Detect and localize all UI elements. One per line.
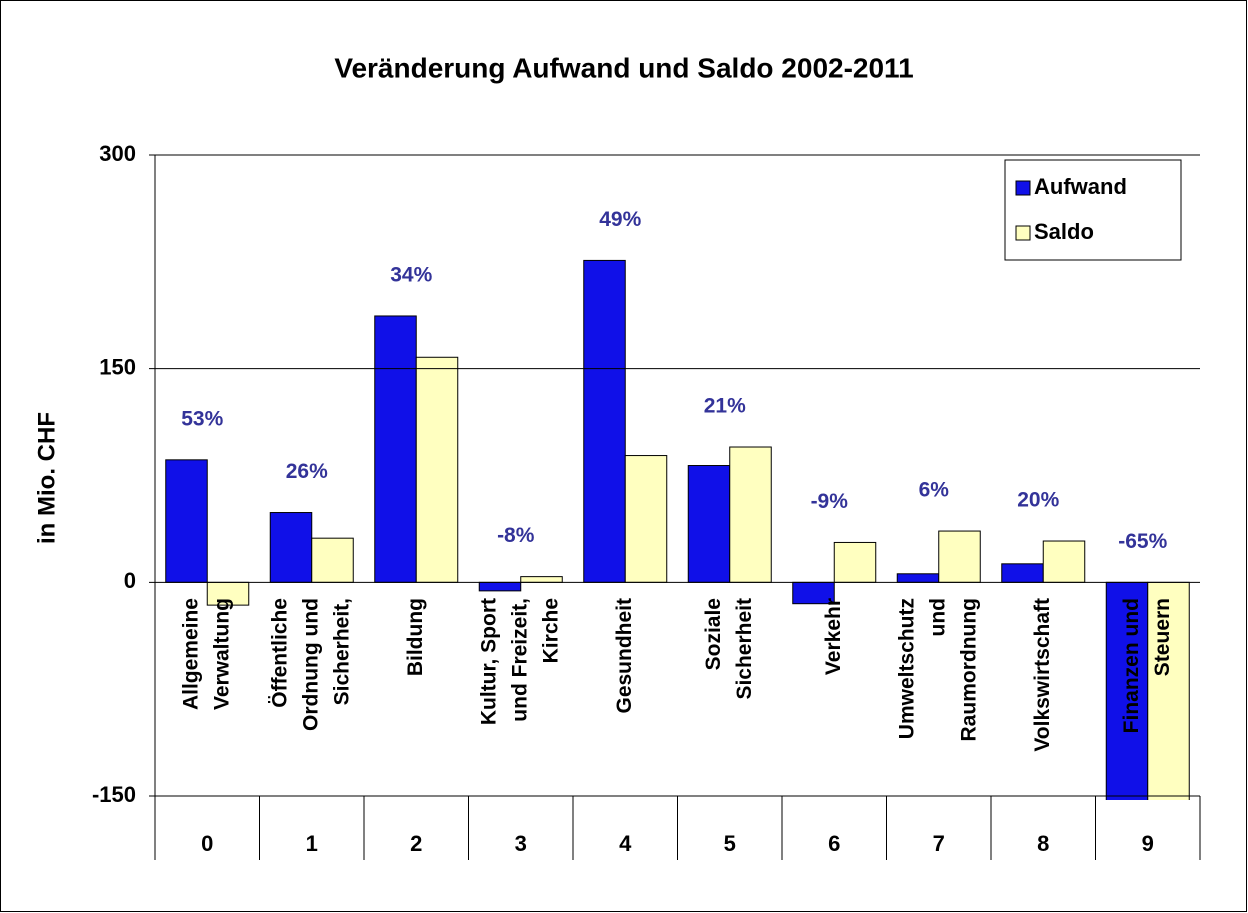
bar <box>833 541 877 583</box>
bar <box>311 537 354 583</box>
category-name: Ordnung und <box>299 598 322 731</box>
x-tick-label: 3 <box>515 831 527 856</box>
y-tick-label: 150 <box>99 354 136 379</box>
bar <box>165 459 208 583</box>
bar <box>374 315 417 583</box>
category-name: Finanzen und <box>1120 598 1143 733</box>
bar <box>1147 581 1190 800</box>
category-name: Sicherheit, <box>330 598 353 705</box>
bar <box>583 259 626 583</box>
y-tick-label: 300 <box>99 141 136 166</box>
annotation: -9% <box>811 490 849 513</box>
annotation: 53% <box>181 407 223 430</box>
x-tick-label: 5 <box>724 831 736 856</box>
y-axis-label: in Mio. CHF <box>33 412 60 544</box>
bar <box>415 356 459 583</box>
bar <box>896 573 940 583</box>
annotation: 34% <box>390 264 432 287</box>
category-name: Steuern <box>1151 598 1174 676</box>
category-name: Raumordnung <box>957 598 980 741</box>
x-tick-label: 6 <box>828 831 840 856</box>
category-name: Kultur, Sport <box>477 598 500 725</box>
x-tick-label: 9 <box>1142 831 1154 856</box>
category-name: Allgemeine <box>179 598 202 710</box>
annotation: 20% <box>1017 489 1059 512</box>
annotation: 21% <box>704 395 746 418</box>
bar <box>624 455 668 583</box>
category-name: Öffentliche <box>268 598 291 708</box>
category-name: Bildung <box>404 598 427 676</box>
x-tick-label: 7 <box>933 831 945 856</box>
category-name: Volkswirtschaft <box>1031 598 1054 752</box>
legend-label: Aufwand <box>1034 174 1127 199</box>
x-tick-label: 2 <box>410 831 422 856</box>
annotation: 6% <box>919 479 950 502</box>
bar <box>520 576 563 583</box>
annotation: -8% <box>497 524 535 547</box>
legend-swatch <box>1015 225 1031 241</box>
bar <box>1001 563 1044 583</box>
legend-label: Saldo <box>1034 219 1094 244</box>
x-tick-label: 8 <box>1037 831 1049 856</box>
bar <box>729 446 772 583</box>
category-name: Soziale <box>702 598 725 670</box>
x-tick-label: 4 <box>619 831 632 856</box>
y-tick-label: 0 <box>124 568 136 593</box>
category-name: Gesundheit <box>613 598 636 714</box>
bar <box>478 581 522 592</box>
x-tick-label: 0 <box>201 831 213 856</box>
legend-swatch <box>1015 180 1031 196</box>
bar <box>1042 540 1086 583</box>
chart-title: Veränderung Aufwand und Saldo 2002-2011 <box>334 52 913 83</box>
category-name: Kirche <box>539 598 562 663</box>
bar <box>938 530 981 583</box>
y-tick-label: -150 <box>92 782 136 807</box>
category-name: und <box>926 598 949 636</box>
bar <box>687 465 731 583</box>
bar <box>269 512 313 583</box>
legend-box <box>1004 159 1182 261</box>
category-name: Umweltschutz <box>895 598 918 739</box>
annotation: -65% <box>1118 530 1167 553</box>
annotation: 49% <box>599 208 641 231</box>
annotation: 26% <box>286 460 328 483</box>
x-tick-label: 1 <box>306 831 318 856</box>
category-name: Verkehr <box>822 598 845 675</box>
category-name: und Freizeit, <box>508 598 531 722</box>
category-name: Verwaltung <box>210 598 233 710</box>
category-name: Sicherheit <box>733 598 756 700</box>
